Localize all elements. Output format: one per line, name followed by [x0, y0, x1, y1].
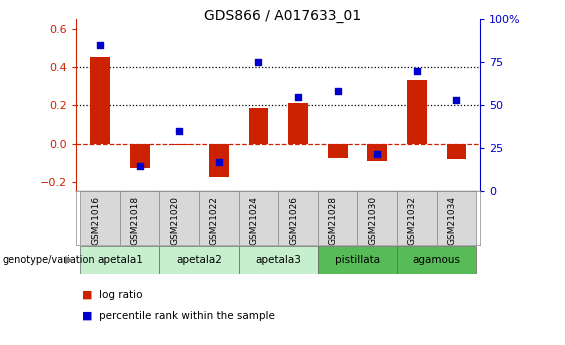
Bar: [120, 191, 159, 245]
Text: GDS866 / A017633_01: GDS866 / A017633_01: [204, 9, 361, 23]
Bar: [159, 246, 238, 274]
Text: GSM21028: GSM21028: [329, 196, 338, 245]
Bar: [367, 144, 387, 161]
Point: [175, 128, 184, 134]
Text: apetala3: apetala3: [255, 255, 301, 265]
Point: [254, 59, 263, 65]
Text: GSM21020: GSM21020: [170, 196, 179, 245]
Bar: [90, 57, 110, 144]
Text: genotype/variation: genotype/variation: [3, 255, 95, 265]
Text: GSM21032: GSM21032: [408, 196, 417, 245]
Bar: [358, 191, 397, 245]
Bar: [328, 144, 347, 158]
Text: percentile rank within the sample: percentile rank within the sample: [99, 311, 275, 321]
Bar: [318, 246, 397, 274]
Text: GSM21030: GSM21030: [368, 196, 377, 245]
Point: [333, 89, 342, 94]
Bar: [199, 191, 238, 245]
Point: [294, 94, 303, 99]
Bar: [80, 191, 120, 245]
Text: GSM21034: GSM21034: [447, 196, 457, 245]
Bar: [170, 144, 189, 146]
Bar: [159, 191, 199, 245]
Point: [135, 163, 144, 168]
Text: apetala1: apetala1: [97, 255, 143, 265]
Text: GSM21018: GSM21018: [131, 196, 140, 245]
Text: GSM21022: GSM21022: [210, 196, 219, 245]
Text: apetala2: apetala2: [176, 255, 222, 265]
Bar: [238, 246, 318, 274]
Point: [373, 151, 382, 156]
Text: GSM21026: GSM21026: [289, 196, 298, 245]
Text: ▶: ▶: [65, 255, 73, 265]
Bar: [249, 108, 268, 144]
Point: [214, 159, 223, 165]
Bar: [446, 144, 466, 159]
Text: agamous: agamous: [412, 255, 460, 265]
Bar: [407, 80, 427, 144]
Text: pistillata: pistillata: [335, 255, 380, 265]
Bar: [397, 246, 476, 274]
Bar: [318, 191, 358, 245]
Point: [452, 97, 461, 103]
Bar: [209, 144, 229, 177]
Text: ■: ■: [82, 290, 93, 300]
Text: ■: ■: [82, 311, 93, 321]
Text: GSM21024: GSM21024: [250, 196, 258, 245]
Bar: [437, 191, 476, 245]
Bar: [80, 246, 159, 274]
Bar: [288, 103, 308, 144]
Bar: [279, 191, 318, 245]
Text: log ratio: log ratio: [99, 290, 142, 300]
Bar: [238, 191, 279, 245]
Text: GSM21016: GSM21016: [91, 196, 100, 245]
Bar: [130, 144, 150, 168]
Bar: [397, 191, 437, 245]
Point: [95, 42, 105, 48]
Point: [412, 68, 421, 73]
